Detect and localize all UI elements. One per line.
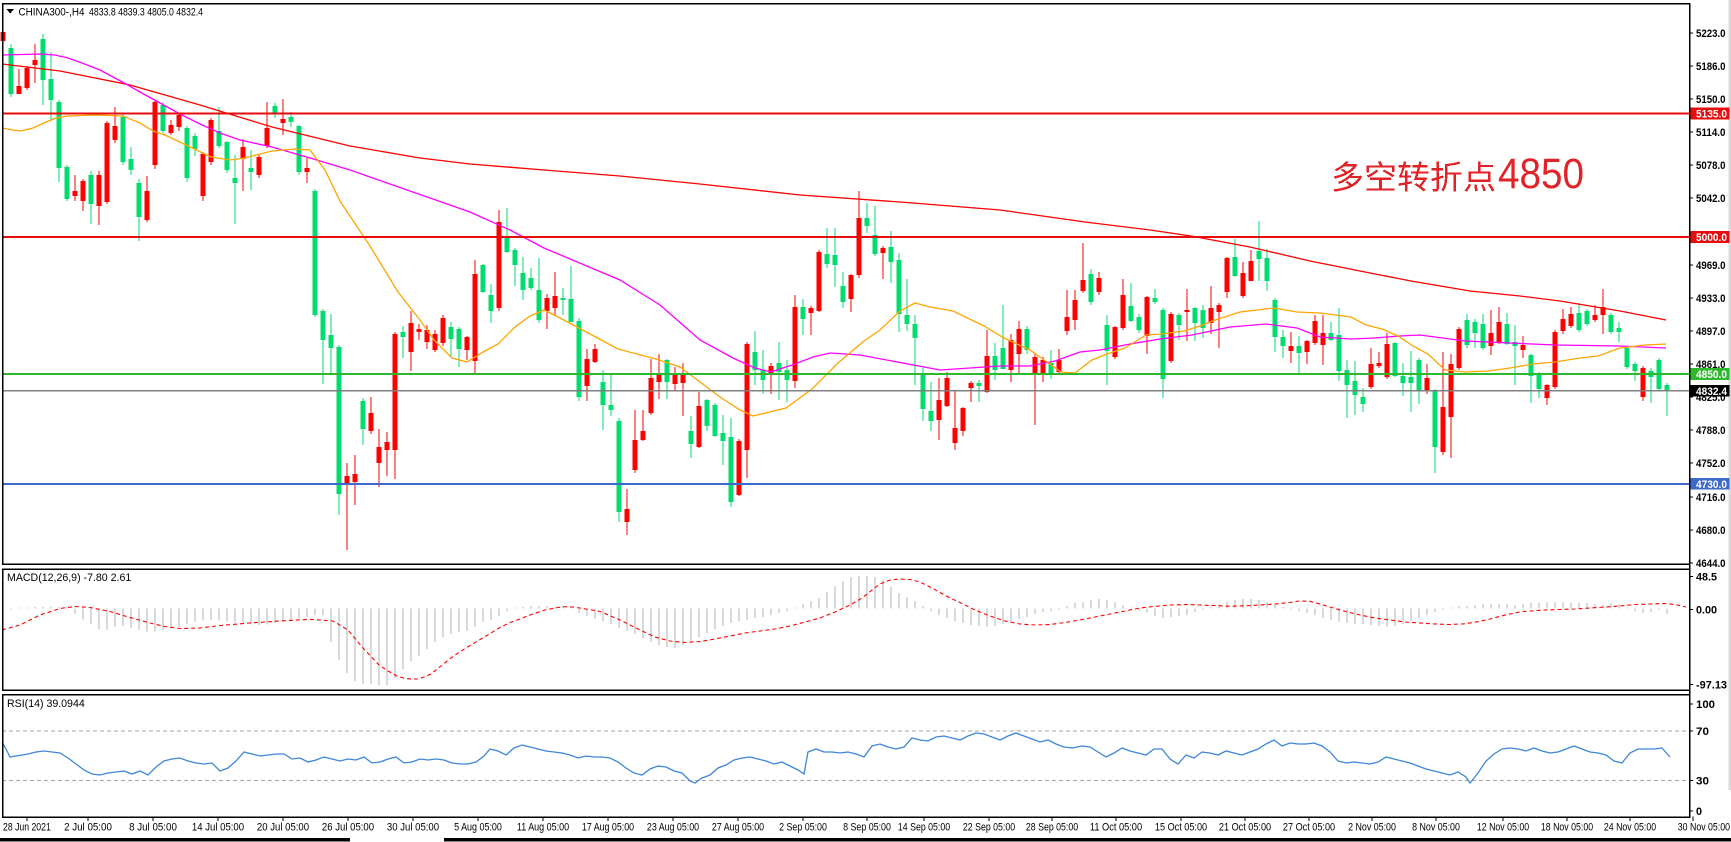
svg-text:2 Sep 05:00: 2 Sep 05:00 [779,822,827,834]
svg-text:8 Nov 05:00: 8 Nov 05:00 [1412,822,1460,834]
svg-text:24 Nov 05:00: 24 Nov 05:00 [1604,822,1656,834]
svg-text:5000.0: 5000.0 [1696,232,1727,244]
svg-text:4833.8 4839.3 4805.0 4832.4: 4833.8 4839.3 4805.0 4832.4 [89,6,203,18]
svg-text:4933.0: 4933.0 [1696,293,1726,305]
svg-text:27 Aug 05:00: 27 Aug 05:00 [712,822,764,834]
svg-text:4644.0: 4644.0 [1696,558,1726,570]
svg-text:8 Sep 05:00: 8 Sep 05:00 [843,822,891,834]
svg-text:8 Jul 05:00: 8 Jul 05:00 [129,822,177,834]
svg-text:100: 100 [1696,699,1715,711]
svg-text:18 Nov 05:00: 18 Nov 05:00 [1541,822,1593,834]
svg-text:5114.0: 5114.0 [1696,127,1726,139]
svg-text:RSI(14) 39.0944: RSI(14) 39.0944 [7,698,85,710]
svg-text:4897.0: 4897.0 [1696,326,1726,338]
svg-text:4850: 4850 [1498,150,1584,198]
svg-text:4752.0: 4752.0 [1696,458,1726,470]
svg-text:12 Nov 05:00: 12 Nov 05:00 [1477,822,1529,834]
svg-text:14 Sep 05:00: 14 Sep 05:00 [898,822,950,834]
svg-text:26 Jul 05:00: 26 Jul 05:00 [322,822,374,834]
svg-text:48.5: 48.5 [1696,572,1717,584]
svg-text:4861.0: 4861.0 [1696,359,1726,371]
svg-text:4716.0: 4716.0 [1696,492,1726,504]
svg-text:5078.0: 5078.0 [1696,160,1726,172]
svg-text:5150.0: 5150.0 [1696,94,1726,106]
svg-text:5135.0: 5135.0 [1696,109,1727,121]
svg-text:30 Nov 05:00: 30 Nov 05:00 [1678,822,1730,834]
svg-text:0: 0 [1696,806,1702,818]
svg-text:CHINA300-,H4: CHINA300-,H4 [19,6,85,18]
svg-text:2 Jul 05:00: 2 Jul 05:00 [64,822,112,834]
svg-text:11 Aug 05:00: 11 Aug 05:00 [517,822,569,834]
svg-text:15 Oct 05:00: 15 Oct 05:00 [1155,822,1207,834]
svg-text:21 Oct 05:00: 21 Oct 05:00 [1219,822,1271,834]
svg-text:5042.0: 5042.0 [1696,193,1726,205]
svg-text:5186.0: 5186.0 [1696,61,1726,73]
svg-text:5 Aug 05:00: 5 Aug 05:00 [454,822,502,834]
svg-text:4969.0: 4969.0 [1696,260,1726,272]
svg-text:17 Aug 05:00: 17 Aug 05:00 [582,822,634,834]
svg-text:11 Oct 05:00: 11 Oct 05:00 [1090,822,1142,834]
svg-text:28 Sep 05:00: 28 Sep 05:00 [1026,822,1078,834]
svg-text:4850.0: 4850.0 [1696,369,1727,381]
svg-text:22 Sep 05:00: 22 Sep 05:00 [963,822,1015,834]
svg-text:0.00: 0.00 [1696,605,1717,617]
svg-text:4680.0: 4680.0 [1696,525,1726,537]
svg-text:70: 70 [1696,726,1709,738]
svg-text:4832.4: 4832.4 [1696,386,1728,398]
svg-text:MACD(12,26,9) -7.80 2.61: MACD(12,26,9) -7.80 2.61 [7,572,131,584]
svg-text:-97.13: -97.13 [1696,680,1727,692]
svg-text:28 Jun 2021: 28 Jun 2021 [3,822,51,834]
svg-text:5223.0: 5223.0 [1696,28,1726,40]
svg-text:20 Jul 05:00: 20 Jul 05:00 [257,822,309,834]
svg-text:23 Aug 05:00: 23 Aug 05:00 [647,822,699,834]
svg-text:4788.0: 4788.0 [1696,425,1726,437]
svg-text:4730.0: 4730.0 [1696,479,1727,491]
svg-text:2 Nov 05:00: 2 Nov 05:00 [1348,822,1396,834]
svg-text:14 Jul 05:00: 14 Jul 05:00 [192,822,244,834]
svg-text:27 Oct 05:00: 27 Oct 05:00 [1283,822,1335,834]
svg-text:30 Jul 05:00: 30 Jul 05:00 [387,822,439,834]
svg-text:30: 30 [1696,776,1709,788]
